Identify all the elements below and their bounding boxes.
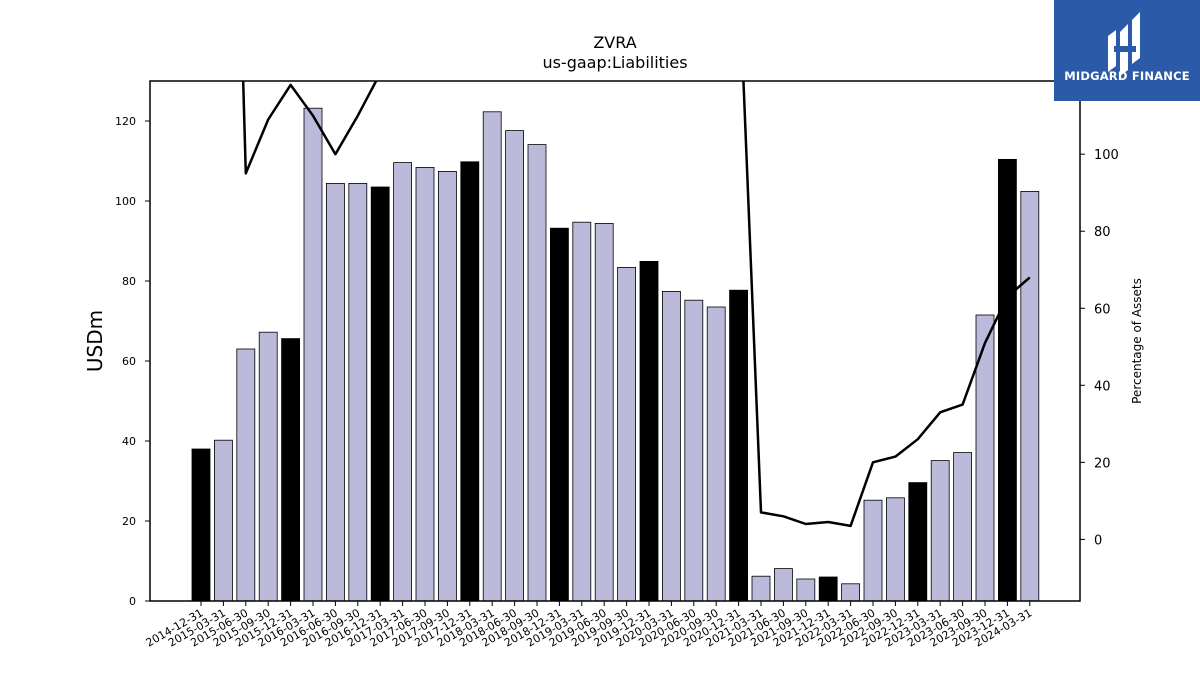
bar-2019-09-30 [617, 266, 636, 602]
right-axis: 0 20 40 60 80 100 [1080, 148, 1119, 548]
y2-tick-label: 80 [1094, 225, 1111, 240]
y-tick-label: 120 [115, 115, 136, 128]
bar-2020-03-31 [662, 290, 681, 602]
y2-tick-label: 60 [1094, 302, 1111, 317]
bar-2015-03-31 [213, 439, 233, 602]
bar-2018-12-31 [550, 227, 569, 602]
y2-axis-label: Percentage of Assets [1130, 278, 1144, 404]
bar-2022-12-31 [908, 482, 928, 602]
bar-2020-06-30 [684, 299, 704, 602]
y2-tick-label: 20 [1094, 456, 1111, 471]
left-axis: 0 20 40 60 80 100 120 [115, 115, 150, 608]
bar-2020-12-31 [729, 289, 748, 602]
bar-2019-03-31 [572, 221, 592, 602]
x-axis: 2014-12-312015-03-312015-06-302015-09-30… [144, 601, 1034, 650]
bar-2023-12-31 [998, 158, 1017, 602]
bar-2021-12-31 [818, 576, 838, 602]
bar-2017-12-31 [460, 161, 480, 602]
plot-frame [149, 80, 1081, 602]
bar-2023-03-31 [930, 460, 950, 602]
bar-2018-06-30 [505, 130, 525, 602]
bar-2019-06-30 [594, 222, 614, 602]
bar-2016-09-30 [348, 182, 368, 602]
bar-2015-12-31 [281, 338, 301, 602]
bar-2016-03-31 [303, 107, 323, 602]
bar-2022-06-30 [863, 499, 883, 602]
bar-2021-06-30 [774, 568, 793, 602]
y-axis-label: USDm [83, 310, 107, 372]
bar-2015-06-30 [236, 348, 256, 602]
bar-2021-09-30 [796, 578, 816, 602]
bar-2018-03-31 [482, 111, 502, 602]
bar-2024-03-31 [1020, 190, 1040, 602]
y-tick-label: 20 [122, 515, 136, 528]
percentage-of-assets-line [241, 81, 1031, 528]
bar-2016-06-30 [325, 182, 345, 602]
chart-title: ZVRA [593, 33, 636, 52]
bars-layer [191, 107, 1040, 602]
logo-mark-icon [1108, 12, 1140, 76]
bar-2021-03-31 [751, 575, 771, 602]
chart-subtitle: us-gaap:Liabilities [542, 53, 687, 72]
y-tick-label: 60 [122, 355, 136, 368]
y-tick-label: 80 [122, 275, 136, 288]
y-tick-label: 40 [122, 435, 136, 448]
bar-2017-03-31 [393, 162, 413, 602]
logo-text: MIDGARD FINANCE [1064, 69, 1190, 83]
y2-tick-label: 40 [1094, 379, 1111, 394]
bar-2023-06-30 [953, 452, 972, 602]
bar-2022-09-30 [886, 497, 905, 602]
bar-2017-06-30 [415, 166, 435, 602]
bar-2020-09-30 [706, 306, 726, 602]
bar-2017-09-30 [437, 170, 457, 602]
bar-2018-09-30 [527, 144, 547, 602]
y-tick-label: 100 [115, 195, 136, 208]
y2-tick-label: 100 [1094, 148, 1119, 163]
midgard-finance-logo: MIDGARD FINANCE [1054, 0, 1200, 101]
bar-2014-12-31 [191, 448, 211, 602]
line-layer [241, 81, 1031, 528]
bar-2015-09-30 [258, 331, 278, 602]
y-tick-label: 0 [129, 595, 136, 608]
bar-2019-12-31 [639, 260, 659, 602]
bar-2016-12-31 [370, 186, 390, 602]
y2-tick-label: 0 [1094, 533, 1102, 548]
bar-2022-03-31 [841, 583, 860, 602]
